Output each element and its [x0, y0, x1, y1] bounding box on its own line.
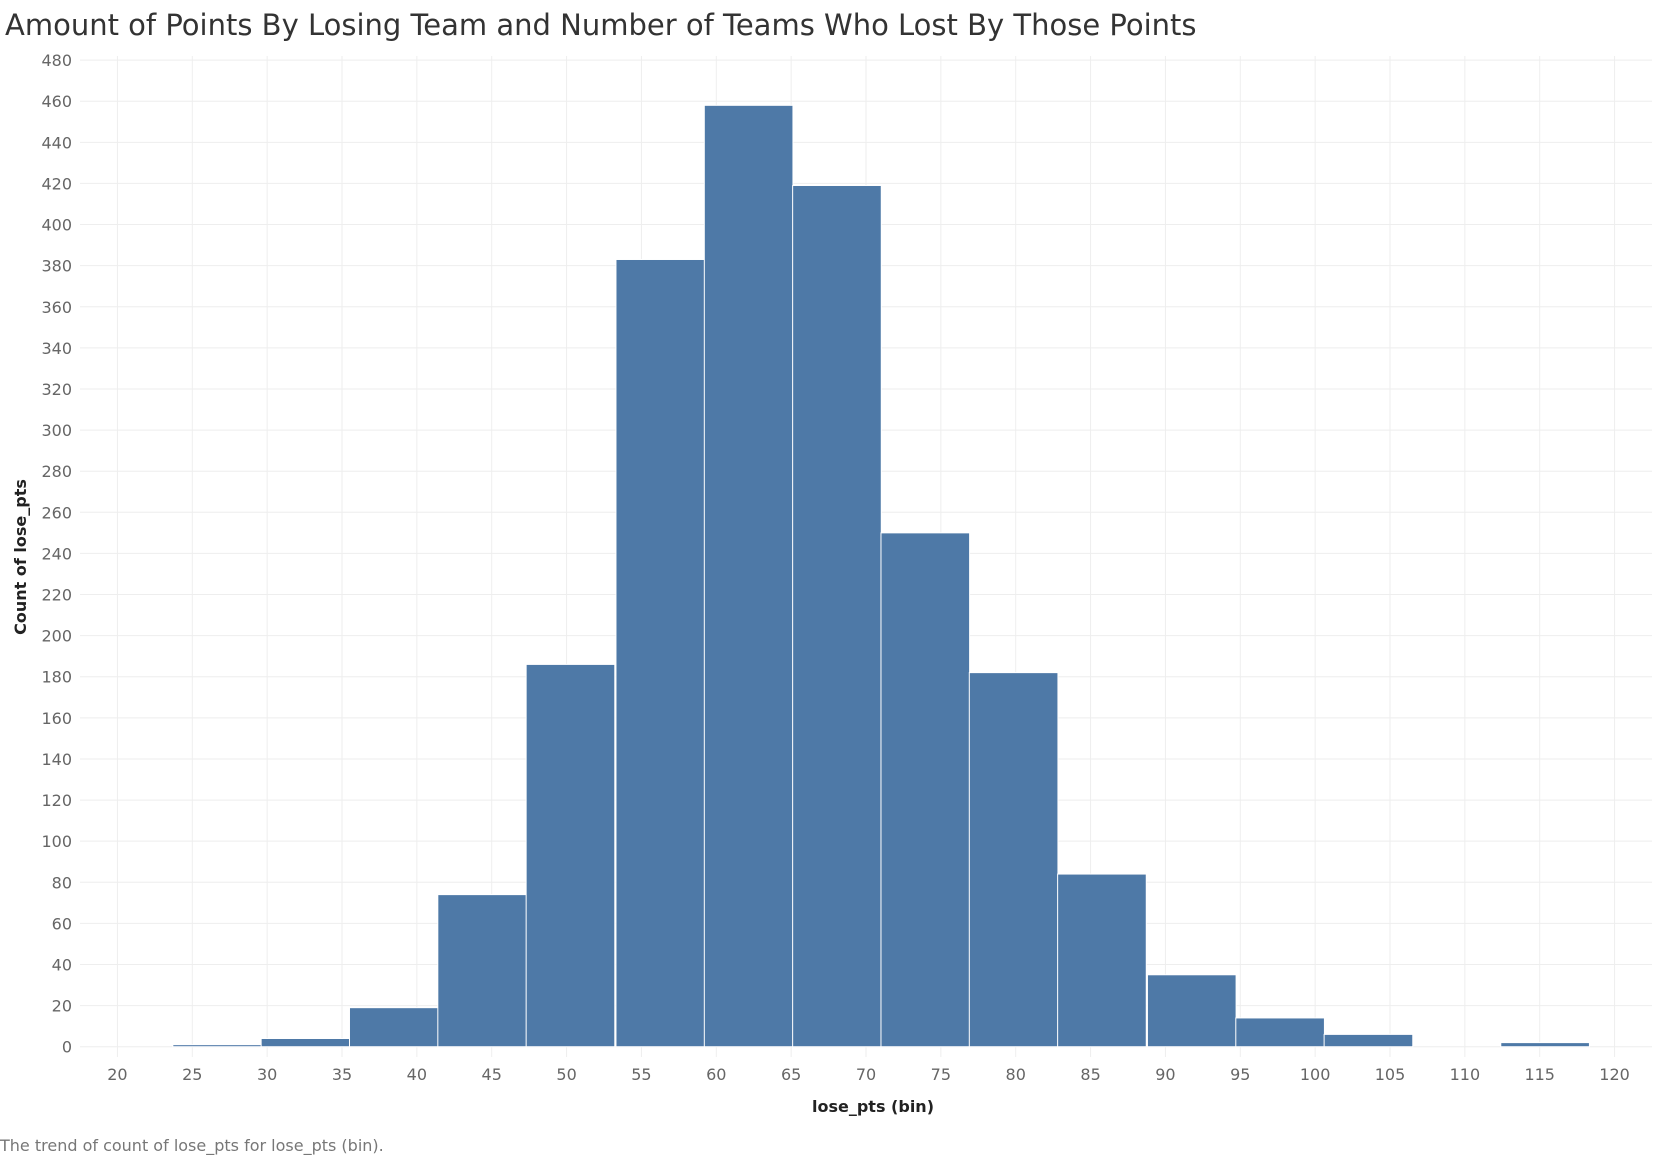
y-tick-label: 20	[52, 997, 72, 1016]
histogram-bar	[880, 532, 971, 1048]
x-tick-label: 105	[1375, 1065, 1406, 1084]
x-tick-label: 115	[1524, 1065, 1555, 1084]
y-tick-label: 400	[41, 216, 72, 235]
histogram-bar	[1323, 1033, 1414, 1048]
histogram-bar	[1500, 1042, 1590, 1048]
y-tick-label: 320	[41, 380, 72, 399]
y-tick-label: 460	[41, 92, 72, 111]
y-tick-label: 80	[52, 873, 72, 892]
y-tick-label: 380	[41, 257, 72, 276]
y-tick-label: 140	[41, 750, 72, 769]
x-tick-label: 120	[1599, 1065, 1630, 1084]
y-tick-label: 280	[41, 462, 72, 481]
x-axis-ticks: 20 25 30 35 40 45 50 55 60 65 70 75 80 85 90 95 100 105 11…	[107, 1065, 1630, 1084]
x-tick-label: 80	[1006, 1065, 1026, 1084]
histogram-bar	[1235, 1017, 1325, 1048]
x-tick-label: 70	[856, 1065, 876, 1084]
y-tick-label: 360	[41, 298, 72, 317]
y-tick-label: 220	[41, 586, 72, 605]
x-tick-label: 60	[706, 1065, 726, 1084]
y-tick-label: 260	[41, 503, 72, 522]
y-tick-label: 240	[41, 544, 72, 563]
y-tick-label: 100	[41, 832, 72, 851]
histogram-bar	[525, 663, 616, 1048]
x-tick-label: 50	[556, 1065, 576, 1084]
y-tick-label: 340	[41, 339, 72, 358]
histogram-bar	[968, 672, 1059, 1048]
x-tick-label: 100	[1300, 1065, 1331, 1084]
x-tick-label: 35	[332, 1065, 352, 1084]
y-tick-label: 200	[41, 627, 72, 646]
y-tick-label: 180	[41, 668, 72, 687]
x-tick-label: 75	[931, 1065, 951, 1084]
x-tick-label: 40	[407, 1065, 427, 1084]
chart-title: Amount of Points By Losing Team and Numb…	[5, 8, 1197, 42]
y-tick-label: 60	[52, 914, 72, 933]
y-tick-label: 440	[41, 133, 72, 152]
y-tick-label: 120	[41, 791, 72, 810]
x-axis-title: lose_pts (bin)	[812, 1097, 934, 1116]
x-tick-label: 55	[631, 1065, 651, 1084]
histogram-bar	[348, 1007, 439, 1048]
x-tick-label: 95	[1230, 1065, 1250, 1084]
y-tick-label: 160	[41, 709, 72, 728]
histogram-bar	[1057, 873, 1147, 1048]
chart-caption: The trend of count of lose_pts for lose_…	[0, 1136, 384, 1155]
histogram-bar	[437, 894, 527, 1048]
histogram-bar	[260, 1038, 351, 1048]
x-tick-label: 90	[1155, 1065, 1175, 1084]
x-tick-label: 85	[1080, 1065, 1100, 1084]
x-tick-label: 30	[257, 1065, 277, 1084]
y-tick-label: 300	[41, 421, 72, 440]
y-tick-label: 40	[52, 956, 72, 975]
histogram-bar	[703, 104, 794, 1048]
y-tick-label: 480	[41, 51, 72, 70]
bars	[172, 104, 1590, 1048]
x-tick-label: 25	[182, 1065, 202, 1084]
y-tick-label: 420	[41, 174, 72, 193]
histogram-bar	[172, 1044, 262, 1048]
histogram-bar	[792, 184, 882, 1048]
y-tick-label: 0	[62, 1038, 72, 1057]
x-tick-label: 65	[781, 1065, 801, 1084]
histogram-bar	[615, 258, 706, 1048]
y-axis-ticks: 0 20 40 60 80 100 120 140 160 180 200 220 240 260 280 3…	[41, 51, 72, 1057]
x-tick-label: 20	[107, 1065, 127, 1084]
y-axis-title: Count of lose_pts	[11, 479, 30, 635]
histogram-bar	[1146, 974, 1237, 1048]
x-tick-label: 45	[482, 1065, 502, 1084]
x-tick-label: 110	[1450, 1065, 1481, 1084]
